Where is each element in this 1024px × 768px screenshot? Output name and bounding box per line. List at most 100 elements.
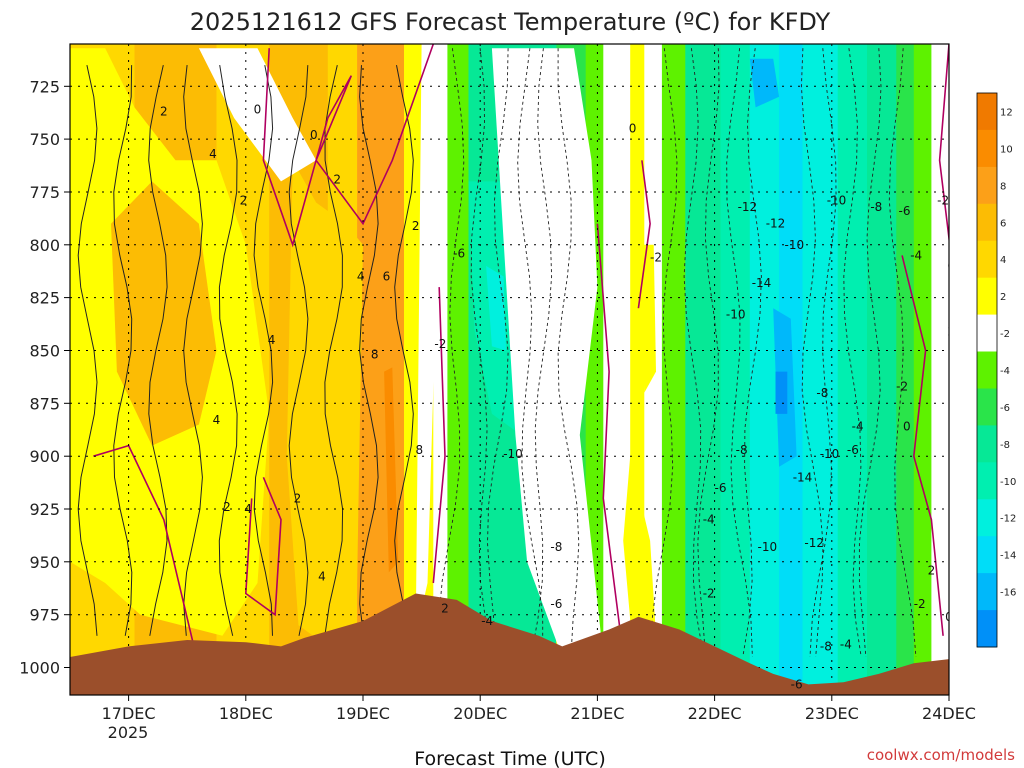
contour-label: 8: [415, 443, 423, 457]
contour-label: -10: [503, 447, 523, 461]
temperature-band: [749, 44, 780, 695]
contour-label: 4: [318, 570, 326, 584]
positive-isotherm: [324, 64, 344, 636]
contour-label: -8: [820, 639, 832, 653]
contour-label: -2: [434, 337, 446, 351]
colorbar-swatch: [977, 610, 997, 648]
contour-label: -12: [804, 536, 824, 550]
x-axis-label: Forecast Time (UTC): [414, 748, 605, 768]
contour-label: 2: [160, 105, 168, 119]
contour-label: 2: [412, 219, 420, 233]
y-tick-label: 725: [29, 77, 60, 96]
contour-label: -10: [784, 238, 804, 252]
temperature-band: [802, 44, 839, 695]
y-tick-label: 850: [29, 342, 60, 361]
negative-isotherm: [843, 48, 862, 658]
colorbar-label: -16: [1000, 588, 1016, 599]
colorbar-label: 6: [1000, 218, 1006, 229]
colorbar-swatch: [977, 166, 997, 205]
x-tick-label: 23DEC: [805, 704, 859, 723]
x-tick-label: 20DEC: [453, 704, 507, 723]
contour-label: -2: [937, 193, 949, 207]
x-tick-label: 17DEC: [102, 704, 156, 723]
positive-isotherm: [218, 65, 238, 636]
chart-title: 2025121612 GFS Forecast Temperature (ºC)…: [190, 8, 831, 36]
y-tick-label: 825: [29, 289, 60, 308]
temperature-band: [720, 44, 751, 695]
contour-label: -6: [550, 597, 562, 611]
colorbar-swatch: [977, 203, 997, 242]
contour-label: -2: [914, 597, 926, 611]
y-tick-label: 925: [29, 500, 60, 519]
contour-label: 4: [357, 270, 365, 284]
contour-label: 0: [310, 128, 318, 142]
temperature-band: [867, 44, 897, 695]
contour-label: 2: [333, 172, 341, 186]
y-tick-label: 750: [29, 130, 60, 149]
contour-label: 2: [928, 563, 936, 577]
contour-label: 2: [240, 193, 248, 207]
colorbar-swatch: [977, 351, 997, 389]
positive-isotherm: [113, 65, 133, 636]
contour-label: -2: [896, 379, 908, 393]
contour-label: 2: [223, 500, 231, 514]
contour-label: -2: [703, 587, 715, 601]
zero-isotherm: [637, 160, 651, 309]
contour-label: -2: [650, 251, 662, 265]
negative-isotherm: [800, 48, 824, 658]
contour-label: -10: [757, 540, 777, 554]
colorbar-label: 8: [1000, 181, 1006, 192]
positive-isotherm: [288, 65, 309, 636]
contour-label: -4: [481, 614, 493, 628]
colorbar-label: 12: [1000, 108, 1013, 119]
colorbar-label: -12: [1000, 514, 1016, 525]
temperature-band: [837, 44, 868, 695]
negative-isotherm: [517, 48, 544, 657]
x-tick-label: 24DEC: [922, 704, 976, 723]
temperature-feature: [775, 371, 788, 414]
negative-isotherm: [697, 48, 720, 658]
contour-label: -12: [766, 217, 786, 231]
contour-label: -8: [870, 200, 882, 214]
y-tick-label: 950: [29, 553, 60, 572]
temperature-band: [603, 44, 631, 695]
zero-isotherm: [432, 287, 446, 584]
temperature-feature: [198, 48, 317, 182]
time-axis: 17DEC 18DEC 19DEC 20DEC 21DEC 22DEC 23DEC 24DEC: [102, 695, 976, 723]
colorbar-swatch: [977, 499, 997, 537]
contour-label: -10: [820, 447, 840, 461]
contour-label: 4: [213, 413, 221, 427]
negative-isotherm: [858, 48, 882, 658]
contour-label: 6: [383, 270, 391, 284]
zero-isotherm: [262, 44, 435, 248]
colorbar-label: -8: [1000, 440, 1010, 451]
colorbar-label: -2: [1000, 329, 1010, 340]
zero-isotherm: [938, 44, 949, 245]
contour-label: -14: [752, 276, 772, 290]
contour-label: -6: [899, 204, 911, 218]
contour-label: 4: [209, 147, 217, 161]
contour-label: 4: [268, 333, 276, 347]
colorbar-swatch: [977, 129, 997, 168]
zero-isotherm: [901, 255, 944, 636]
contour-label: -6: [791, 677, 803, 691]
x-year-label: 2025: [108, 723, 149, 742]
contour-label: -12: [738, 200, 758, 214]
y-tick-label: 875: [29, 394, 60, 413]
colorbar-swatch: [977, 388, 997, 426]
credit-text: coolwx.com/models: [867, 746, 1015, 764]
contour-label: -4: [852, 420, 864, 434]
pressure-axis: 725 750 775 800 825 850 875 900 925 950 975 1000: [19, 77, 70, 678]
contour-label: 0: [903, 420, 911, 434]
y-tick-label: 775: [29, 183, 60, 202]
temperature-band: [685, 44, 722, 695]
contour-label: -8: [816, 386, 828, 400]
colorbar-swatch: [977, 462, 997, 500]
colorbar-label: -4: [1000, 366, 1010, 377]
zero-isotherm: [596, 223, 622, 636]
colorbar-label: -14: [1000, 551, 1016, 562]
temperature-band: [447, 44, 470, 695]
colorbar-swatch: [977, 314, 997, 352]
colorbar-label: 2: [1000, 292, 1006, 303]
